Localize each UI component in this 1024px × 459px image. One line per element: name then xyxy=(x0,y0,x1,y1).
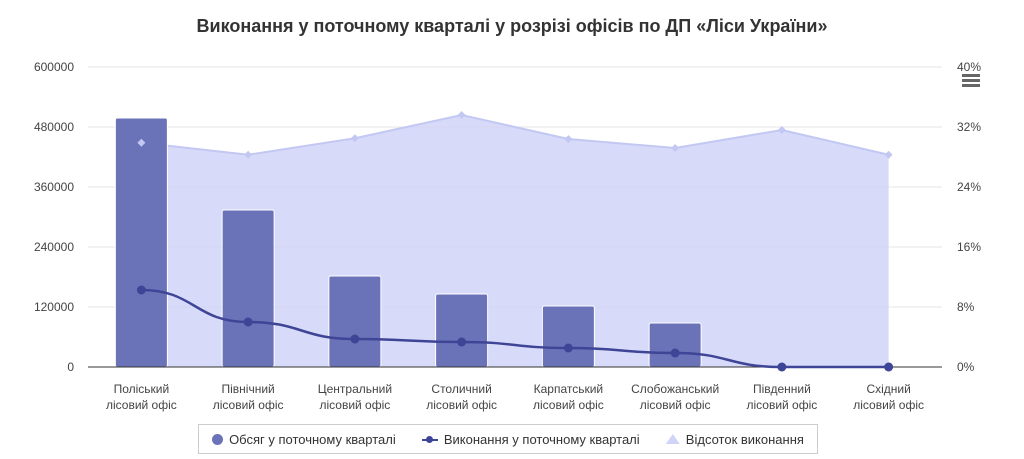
percent-marker xyxy=(244,150,253,159)
execution-point xyxy=(243,317,253,327)
bar xyxy=(648,322,702,368)
left-axis-tick: 480000 xyxy=(34,120,74,134)
bar xyxy=(114,117,168,368)
bar xyxy=(221,209,275,368)
right-axis-tick: 32% xyxy=(957,120,981,134)
legend-item-execution[interactable]: Виконання у поточному кварталі xyxy=(421,431,640,447)
bar xyxy=(328,275,382,368)
percent-marker xyxy=(350,134,359,143)
category-label: Східний xyxy=(866,382,910,396)
percent-area xyxy=(141,115,889,367)
right-axis-tick: 8% xyxy=(957,300,975,314)
menu-icon[interactable] xyxy=(962,74,980,89)
execution-point xyxy=(350,334,360,344)
legend-label: Виконання у поточному кварталі xyxy=(443,431,640,447)
category-label: Поліський xyxy=(114,382,170,396)
category-label: лісовий офіс xyxy=(640,398,711,412)
category-label: лісовий офіс xyxy=(106,398,177,412)
percent-marker xyxy=(564,135,573,143)
bar xyxy=(541,305,595,368)
bar xyxy=(435,293,489,368)
execution-point xyxy=(777,362,787,372)
category-label: Столичний xyxy=(431,382,491,396)
right-axis-tick: 16% xyxy=(957,240,981,254)
legend-item-volume[interactable]: Обсяг у поточному кварталі xyxy=(212,432,396,447)
chart-title: Виконання у поточному кварталі у розрізі… xyxy=(196,16,828,36)
left-axis-tick: 120000 xyxy=(34,300,74,314)
execution-line xyxy=(141,288,889,369)
category-label: лісовий офіс xyxy=(853,398,924,412)
legend-label: Обсяг у поточному кварталі xyxy=(229,431,396,447)
left-axis-tick: 240000 xyxy=(34,240,74,254)
percent-marker xyxy=(457,111,466,119)
right-axis-tick: 40% xyxy=(957,60,981,74)
percent-area-line xyxy=(141,113,889,156)
legend: Обсяг у поточному кварталі Виконання у п… xyxy=(198,424,818,454)
category-label: Північний xyxy=(222,382,275,396)
category-label: лісовий офіс xyxy=(319,398,390,412)
category-label: Карпатський xyxy=(534,382,604,396)
right-axis-tick: 0% xyxy=(957,360,975,374)
area-legend-icon xyxy=(665,434,680,444)
category-label: лісовий офіс xyxy=(533,398,604,412)
percent-marker xyxy=(137,138,146,147)
line-legend-icon xyxy=(421,434,438,445)
legend-item-percent[interactable]: Відсоток виконання xyxy=(665,431,804,447)
execution-point xyxy=(884,362,894,372)
bar-legend-icon xyxy=(212,433,224,445)
left-axis-tick: 360000 xyxy=(34,180,74,194)
right-axis-tick: 24% xyxy=(957,180,981,194)
execution-point xyxy=(457,337,467,347)
legend-label: Відсоток виконання xyxy=(685,431,804,447)
category-label: Південний xyxy=(753,382,811,396)
category-label: лісовий офіс xyxy=(426,398,497,412)
percent-marker xyxy=(671,144,680,152)
percent-marker xyxy=(777,126,786,134)
category-label: лісовий офіс xyxy=(746,398,817,412)
category-label: Центральний xyxy=(318,382,392,396)
execution-point xyxy=(136,285,146,295)
chart-plot: 0 120000 240000 360000 480000 600000 0% 8% 16% 24… xyxy=(34,60,981,412)
left-axis-tick: 600000 xyxy=(34,60,74,74)
percent-marker xyxy=(884,150,893,159)
execution-point xyxy=(563,343,573,353)
execution-point xyxy=(670,348,680,358)
left-axis-tick: 0 xyxy=(67,360,74,374)
category-label: Слобожанський xyxy=(631,382,719,396)
category-label: лісовий офіс xyxy=(213,398,284,412)
